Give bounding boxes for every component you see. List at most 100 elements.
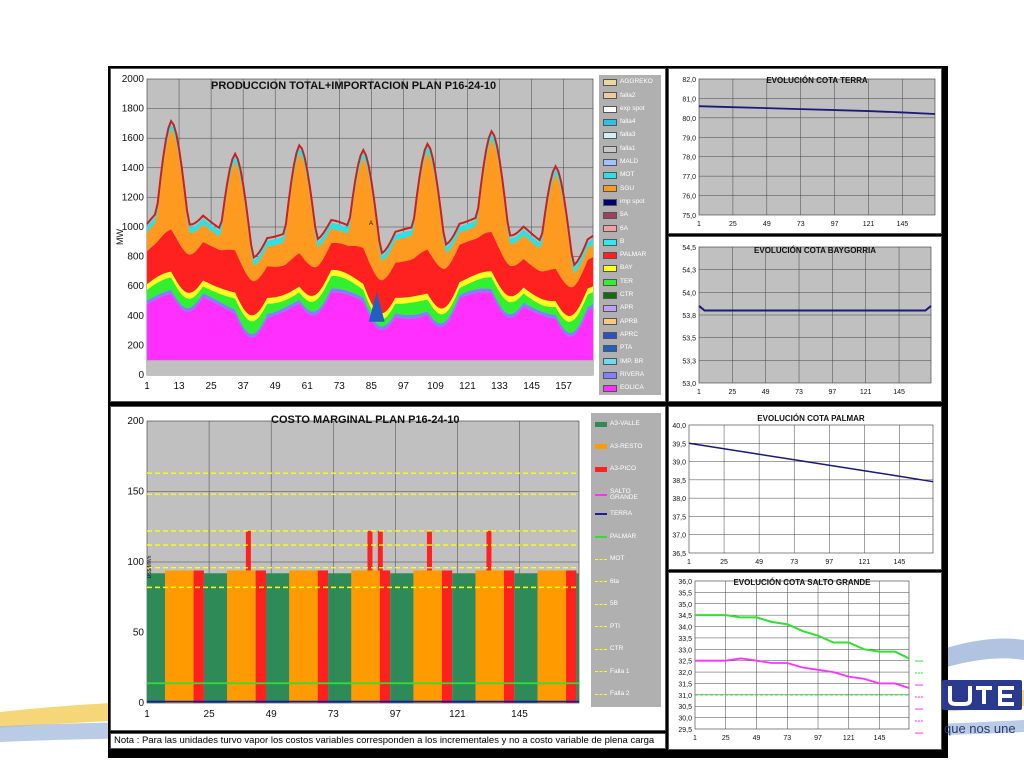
salto-y-tick: 30,5 bbox=[678, 704, 692, 711]
legend-label: APR bbox=[620, 304, 634, 312]
production-legend-item: 5A bbox=[603, 212, 628, 219]
legend-swatch bbox=[595, 513, 607, 516]
prod-y-tick: 1000 bbox=[122, 222, 145, 233]
legend-label: 6A bbox=[620, 224, 628, 232]
prod-x-tick: 13 bbox=[173, 381, 185, 392]
prod-x-tick: 145 bbox=[523, 381, 540, 392]
legend-label: 5B bbox=[610, 600, 618, 607]
salto-y-tick: 32,5 bbox=[678, 659, 692, 666]
legend-swatch bbox=[603, 278, 617, 286]
legend-swatch bbox=[603, 265, 617, 273]
marginal-legend-item: A3-PICO bbox=[595, 465, 650, 473]
legend-label: falla2 bbox=[620, 91, 636, 99]
marginal-legend-item: PTI bbox=[595, 623, 650, 631]
production-legend-item: AGGREKO bbox=[603, 79, 653, 86]
palmar-chart-panel: 36,5 37,0 37,5 38,0 38,5 39,0 39,5 40,0 1 25 49 73 9… bbox=[668, 406, 942, 570]
legend-label: TER bbox=[620, 277, 633, 285]
salto-x-tick: 49 bbox=[753, 735, 761, 742]
production-legend-item: exp spot bbox=[603, 105, 645, 113]
production-chart-panel: 0 200 400 600 800 1000 1200 1400 1600 1800 2000 1 13… bbox=[110, 68, 666, 402]
palmar-y-tick: 40,0 bbox=[672, 423, 686, 430]
mc-bar-valle bbox=[390, 573, 396, 703]
legend-label: Falla 1 bbox=[610, 667, 630, 675]
mc-bar-pico bbox=[441, 570, 453, 703]
production-legend-item: CTR bbox=[603, 292, 633, 299]
mc-x-tick: 49 bbox=[266, 709, 278, 720]
legend-swatch bbox=[603, 185, 617, 193]
terra-chart-panel: 75,0 76,0 77,0 78,0 79,0 80,0 81,0 82,0 1 25 49 73 9… bbox=[668, 68, 942, 234]
baygorria-x-tick: 49 bbox=[762, 389, 770, 396]
legend-label: 6ta bbox=[610, 577, 620, 585]
baygorria-title: EVOLUCIÓN COTA BAYGORRIA bbox=[754, 246, 876, 255]
production-legend-item: EOLICA bbox=[603, 385, 644, 392]
marginal-title: COSTO MARGINAL PLAN P16-24-10 bbox=[271, 414, 459, 426]
salto-series-line bbox=[695, 657, 910, 689]
baygorria-x-tick: 121 bbox=[860, 389, 872, 396]
mc-bar-valle bbox=[576, 573, 579, 703]
terra-x-tick: 49 bbox=[763, 221, 771, 228]
legend-swatch bbox=[603, 105, 617, 113]
legend-swatch bbox=[595, 648, 607, 650]
mc-bar-peak bbox=[486, 530, 492, 571]
baygorria-series-line bbox=[698, 305, 932, 312]
production-legend-item: falla4 bbox=[603, 119, 636, 126]
baygorria-x-tick: 25 bbox=[728, 389, 736, 396]
salto-y-tick: 36,0 bbox=[678, 579, 692, 586]
production-legend-item: MOT bbox=[603, 172, 634, 180]
palmar-x-tick: 73 bbox=[790, 559, 798, 566]
legend-swatch bbox=[603, 331, 617, 339]
prod-x-tick: 157 bbox=[555, 381, 572, 392]
legend-swatch bbox=[603, 345, 617, 352]
terra-y-tick: 82,0 bbox=[682, 77, 696, 84]
legend-label: SGU bbox=[620, 184, 635, 192]
marginal-legend-item: PALMAR bbox=[595, 533, 650, 541]
mc-bar-resto bbox=[537, 570, 567, 703]
legend-label: APRB bbox=[620, 317, 638, 325]
prod-x-tick: 49 bbox=[270, 381, 282, 392]
salto-plot-area bbox=[694, 580, 910, 730]
production-legend-item: RIVERA bbox=[603, 371, 644, 379]
mc-bar-valle bbox=[271, 573, 290, 703]
legend-label: BAY bbox=[620, 264, 633, 272]
baygorria-y-tick: 53,8 bbox=[682, 313, 696, 320]
legend-swatch bbox=[595, 693, 607, 695]
legend-swatch bbox=[603, 212, 617, 219]
legend-swatch bbox=[603, 198, 617, 206]
salto-title: EVOLUCIÓN COTA SALTO GRANDE bbox=[733, 578, 871, 587]
palmar-x-tick: 97 bbox=[825, 559, 833, 566]
legend-label: falla1 bbox=[620, 144, 636, 152]
legend-label: CTR bbox=[620, 291, 634, 299]
production-legend-item: imp spot bbox=[603, 198, 645, 206]
marginal-legend: A3-VALLE A3-RESTO A3-PICO SALTO GRANDE TERRA… bbox=[591, 413, 661, 707]
palmar-x-tick: 1 bbox=[687, 559, 691, 566]
palmar-x-tick: 25 bbox=[720, 559, 728, 566]
legend-label: A3-RESTO bbox=[610, 442, 643, 450]
salto-x-tick: 25 bbox=[722, 735, 730, 742]
terra-y-tick: 78,0 bbox=[682, 155, 696, 162]
legend-label: Falla 2 bbox=[610, 690, 630, 697]
baygorria-y-tick: 53,0 bbox=[682, 381, 696, 388]
production-legend-item: APRB bbox=[603, 317, 638, 326]
salto-y-tick: 35,5 bbox=[678, 590, 692, 597]
baygorria-y-tick: 54,5 bbox=[682, 245, 696, 252]
production-legend-item: PTA bbox=[603, 345, 632, 352]
production-title: PRODUCCION TOTAL+IMPORTACION PLAN P16-24… bbox=[211, 80, 496, 92]
palmar-chart: 36,5 37,0 37,5 38,0 38,5 39,0 39,5 40,0 1 25 49 73 9… bbox=[672, 414, 934, 566]
mc-bar-pico bbox=[255, 570, 266, 703]
baygorria-y-tick: 53,5 bbox=[682, 336, 696, 343]
legend-label: 5A bbox=[620, 211, 628, 219]
legend-swatch bbox=[595, 558, 607, 560]
mc-bar-pico bbox=[193, 570, 204, 703]
baygorria-y-tick: 54,3 bbox=[682, 268, 696, 275]
legend-label: EOLICA bbox=[620, 384, 644, 392]
footnote: Nota : Para las unidades turvo vapor los… bbox=[110, 733, 666, 749]
salto-chart-panel: 29,5 30,0 30,5 31,0 31,5 32,0 32,5 33,0 33,5 34,0… bbox=[668, 572, 942, 750]
salto-y-tick: 31,5 bbox=[678, 681, 692, 688]
prod-area-eolica bbox=[147, 292, 593, 361]
palmar-x-tick: 49 bbox=[755, 559, 763, 566]
mc-y-tick: 200 bbox=[127, 416, 144, 427]
legend-label: SALTO GRANDE bbox=[610, 487, 638, 501]
terra-plot-area bbox=[698, 78, 936, 216]
legend-swatch bbox=[603, 305, 617, 313]
production-legend-item: SGU bbox=[603, 184, 635, 193]
